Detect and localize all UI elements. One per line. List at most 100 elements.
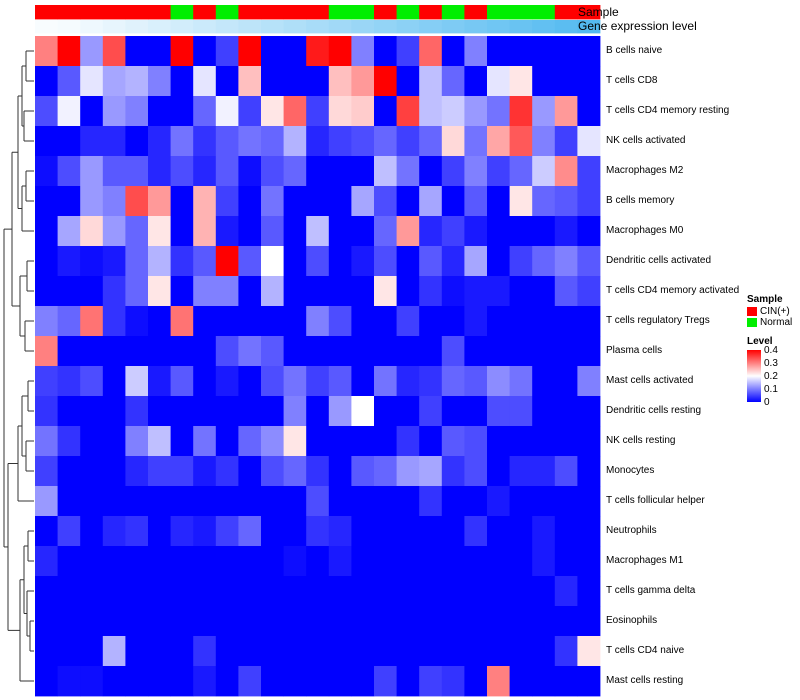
heatmap-cell — [80, 216, 104, 247]
heatmap-cell — [464, 246, 488, 277]
heatmap-cell — [215, 186, 239, 217]
sample-annotation-cell — [125, 5, 149, 20]
heatmap-cell — [487, 516, 510, 547]
heatmap-cell — [193, 456, 217, 487]
heatmap-cell — [125, 96, 149, 127]
heatmap-cell — [487, 666, 510, 697]
heatmap-cell — [102, 576, 126, 607]
legend: Sample CIN(+) Normal Level 0.4 0.3 0.2 0… — [747, 294, 792, 408]
gene-level-annotation-cell — [396, 20, 420, 34]
heatmap-cell — [125, 486, 149, 517]
heatmap-cell — [35, 186, 58, 217]
heatmap-cell — [441, 306, 465, 337]
heatmap-cell — [57, 156, 81, 187]
heatmap-cell — [487, 576, 510, 607]
heatmap-cell — [419, 486, 443, 517]
heatmap-cell — [374, 36, 397, 67]
heatmap-cell — [351, 516, 375, 547]
heatmap-cell — [351, 576, 375, 607]
sample-annotation-cell — [57, 5, 81, 20]
heatmap-cell — [487, 246, 510, 277]
heatmap-cell — [57, 486, 81, 517]
heatmap-cell — [215, 546, 239, 577]
heatmap-cell — [170, 306, 194, 337]
heatmap-cell — [306, 126, 330, 157]
heatmap-cell — [554, 636, 578, 667]
heatmap-cell — [261, 36, 284, 67]
heatmap-cell — [80, 66, 104, 97]
heatmap-cell — [261, 486, 284, 517]
heatmap-cell — [554, 306, 578, 337]
heatmap-cell — [419, 216, 443, 247]
heatmap-cell — [532, 306, 556, 337]
heatmap-cell — [283, 576, 307, 607]
heatmap-cell — [532, 576, 556, 607]
heatmap-cell — [261, 426, 284, 457]
heatmap-cell — [35, 276, 58, 307]
heatmap-cell — [35, 96, 58, 127]
heatmap-cell — [374, 126, 397, 157]
heatmap-cell — [148, 126, 171, 157]
heatmap-cell — [261, 126, 284, 157]
heatmap-cell — [396, 306, 420, 337]
heatmap-cell — [328, 606, 352, 637]
heatmap-cell — [396, 36, 420, 67]
heatmap-cell — [148, 306, 171, 337]
heatmap-cell — [306, 156, 330, 187]
heatmap-cell — [374, 216, 397, 247]
heatmap-cell — [125, 246, 149, 277]
heatmap-cell — [80, 636, 104, 667]
heatmap-cell — [306, 456, 330, 487]
heatmap-cell — [487, 336, 510, 367]
heatmap-cell — [419, 636, 443, 667]
gene-level-annotation-cell — [215, 20, 239, 34]
heatmap-cell — [170, 546, 194, 577]
legend-sample-title: Sample — [747, 294, 783, 305]
heatmap-cell — [487, 306, 510, 337]
gene-level-annotation-cell — [148, 20, 171, 34]
heatmap-cell — [441, 246, 465, 277]
heatmap-cell — [57, 636, 81, 667]
heatmap-cell — [193, 366, 217, 397]
heatmap-cell — [306, 306, 330, 337]
heatmap-cell — [306, 96, 330, 127]
heatmap-cell — [487, 636, 510, 667]
heatmap-cell — [170, 426, 194, 457]
heatmap-cell — [261, 216, 284, 247]
heatmap-cell — [80, 306, 104, 337]
heatmap-cell — [396, 276, 420, 307]
heatmap-cell — [306, 36, 330, 67]
heatmap-cell — [148, 666, 171, 697]
heatmap-cell — [148, 576, 171, 607]
heatmap-cell — [102, 636, 126, 667]
heatmap-cell — [193, 546, 217, 577]
heatmap-cell — [283, 126, 307, 157]
heatmap-cell — [193, 276, 217, 307]
heatmap-cell — [102, 666, 126, 697]
level-tick: 0.2 — [764, 371, 778, 382]
heatmap-cell — [487, 126, 510, 157]
heatmap-cell — [554, 486, 578, 517]
heatmap-cell — [554, 216, 578, 247]
heatmap-cell — [532, 666, 556, 697]
heatmap-cell — [170, 516, 194, 547]
heatmap-cells — [35, 36, 601, 697]
heatmap-cell — [419, 246, 443, 277]
legend-item-normal: Normal — [747, 317, 792, 328]
row-label: NK cells activated — [606, 135, 686, 146]
heatmap-cell — [328, 546, 352, 577]
heatmap-cell — [328, 126, 352, 157]
row-label: Mast cells activated — [606, 375, 694, 386]
heatmap-cell — [102, 426, 126, 457]
heatmap-cell — [464, 306, 488, 337]
heatmap-cell — [80, 186, 104, 217]
heatmap-cell — [261, 576, 284, 607]
heatmap-cell — [125, 306, 149, 337]
heatmap-cell — [170, 456, 194, 487]
heatmap-cell — [170, 156, 194, 187]
heatmap-cell — [374, 606, 397, 637]
row-label: NK cells resting — [606, 435, 676, 446]
heatmap-cell — [80, 396, 104, 427]
heatmap-cell — [509, 186, 533, 217]
heatmap-cell — [306, 216, 330, 247]
